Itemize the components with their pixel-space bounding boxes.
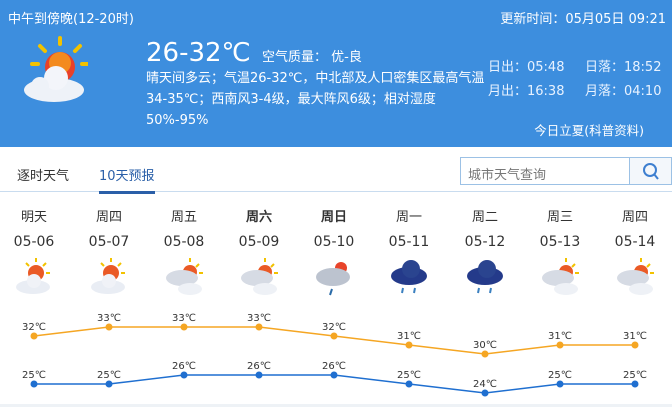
forecast-date: 05-06 bbox=[13, 234, 55, 250]
forecast-day: 周一 bbox=[395, 210, 422, 225]
high-temp-point bbox=[105, 323, 113, 331]
solar-term-link[interactable]: 今日立夏(科普资料) bbox=[534, 123, 644, 138]
temperature-range: 26-32℃ bbox=[146, 38, 251, 68]
high-temp-label: 31℃ bbox=[623, 331, 647, 342]
shower-icon bbox=[316, 262, 350, 296]
sunset: 日落：18:52 bbox=[585, 60, 662, 75]
high-temp-label: 33℃ bbox=[247, 313, 271, 324]
high-temp-point bbox=[631, 341, 639, 349]
sun-cloud-icon bbox=[24, 36, 88, 102]
tab-hourly[interactable]: 逐时天气 bbox=[17, 169, 70, 184]
low-temp-label: 25℃ bbox=[548, 370, 572, 381]
moonset: 月落：04:10 bbox=[585, 84, 662, 99]
high-temp-point bbox=[405, 341, 413, 349]
forecast-day: 周二 bbox=[471, 210, 498, 225]
partly-cloudy-icon bbox=[617, 258, 654, 295]
low-temp-point bbox=[30, 380, 38, 388]
footer-divider bbox=[0, 404, 672, 407]
high-temp-point bbox=[330, 332, 338, 340]
low-temp-label: 26℃ bbox=[172, 361, 196, 372]
forecast-date: 05-08 bbox=[163, 234, 205, 250]
rain-icon bbox=[391, 260, 427, 294]
low-temp-point bbox=[180, 371, 188, 379]
sun-cloud-icon bbox=[91, 258, 125, 294]
sunrise: 日出：05:48 bbox=[488, 60, 565, 75]
low-temp-point bbox=[631, 380, 639, 388]
tab-bar: 逐时天气 10天预报 bbox=[0, 147, 672, 194]
low-temp-label: 26℃ bbox=[322, 361, 346, 372]
period-label: 中午到傍晚(12-20时) bbox=[8, 12, 134, 27]
high-temp-label: 33℃ bbox=[97, 313, 121, 324]
partly-cloudy-icon bbox=[166, 258, 203, 295]
forecast-day: 周六 bbox=[245, 210, 272, 225]
high-temp-label: 31℃ bbox=[397, 331, 421, 342]
forecast-date: 05-10 bbox=[313, 234, 355, 250]
current-weather-panel: 中午到傍晚(12-20时) 更新时间：05月05日 09:21 26-32℃ 空… bbox=[0, 0, 672, 147]
weather-description: 晴天间多云；气温26-32℃，中北部及人口密集区最高气温34-35℃；西南风3-… bbox=[146, 71, 485, 128]
forecast-date: 05-12 bbox=[464, 234, 506, 250]
update-time: 更新时间：05月05日 09:21 bbox=[500, 12, 666, 27]
city-search-input[interactable]: 城市天气查询 bbox=[460, 157, 630, 185]
high-temp-point bbox=[255, 323, 263, 331]
low-temp-point bbox=[481, 389, 489, 397]
forecast-date: 05-07 bbox=[88, 234, 130, 250]
forecast-date: 05-13 bbox=[539, 234, 581, 250]
forecast-day: 周四 bbox=[621, 210, 648, 225]
low-temp-label: 25℃ bbox=[22, 370, 46, 381]
low-temp-label: 24℃ bbox=[473, 379, 497, 390]
forecast-date: 05-09 bbox=[238, 234, 280, 250]
rain-icon bbox=[467, 260, 503, 294]
sun-cloud-icon bbox=[16, 258, 50, 294]
high-temp-label: 30℃ bbox=[473, 340, 497, 351]
low-temp-label: 26℃ bbox=[247, 361, 271, 372]
low-temp-point bbox=[255, 371, 263, 379]
temperature-chart: 32℃ 33℃ 33℃ 33℃ 32℃ 31℃ 30℃ 31℃ 31℃ 25℃ 25℃ 26℃ 26℃ 2… bbox=[22, 313, 647, 397]
high-temp-label: 32℃ bbox=[322, 322, 346, 333]
forecast-date: 05-14 bbox=[614, 234, 656, 250]
partly-cloudy-icon bbox=[542, 258, 579, 295]
high-temp-point bbox=[180, 323, 188, 331]
high-temp-label: 32℃ bbox=[22, 322, 46, 333]
forecast-day: 明天 bbox=[20, 210, 47, 225]
low-temp-point bbox=[330, 371, 338, 379]
search-icon bbox=[643, 163, 659, 180]
forecast-date: 05-11 bbox=[388, 234, 430, 250]
air-quality: 空气质量： 优-良 bbox=[262, 50, 362, 65]
moonrise: 月出：16:38 bbox=[488, 84, 565, 99]
low-temp-label: 25℃ bbox=[623, 370, 647, 381]
partly-cloudy-icon bbox=[241, 258, 278, 295]
tab-10-day[interactable]: 10天预报 bbox=[99, 165, 155, 194]
low-temp-point bbox=[405, 380, 413, 388]
high-temp-point bbox=[556, 341, 564, 349]
forecast-day: 周日 bbox=[320, 210, 347, 225]
low-temp-label: 25℃ bbox=[97, 370, 121, 381]
high-temp-label: 31℃ bbox=[548, 331, 572, 342]
high-temp-label: 33℃ bbox=[172, 313, 196, 324]
low-temp-label: 25℃ bbox=[397, 370, 421, 381]
forecast-day: 周四 bbox=[95, 210, 122, 225]
forecast-day: 周五 bbox=[170, 210, 197, 225]
low-temp-point bbox=[556, 380, 564, 388]
high-temp-point bbox=[481, 350, 489, 358]
search-button[interactable] bbox=[630, 157, 672, 185]
high-temp-point bbox=[30, 332, 38, 340]
forecast-day: 周三 bbox=[546, 210, 573, 225]
low-temp-point bbox=[105, 380, 113, 388]
